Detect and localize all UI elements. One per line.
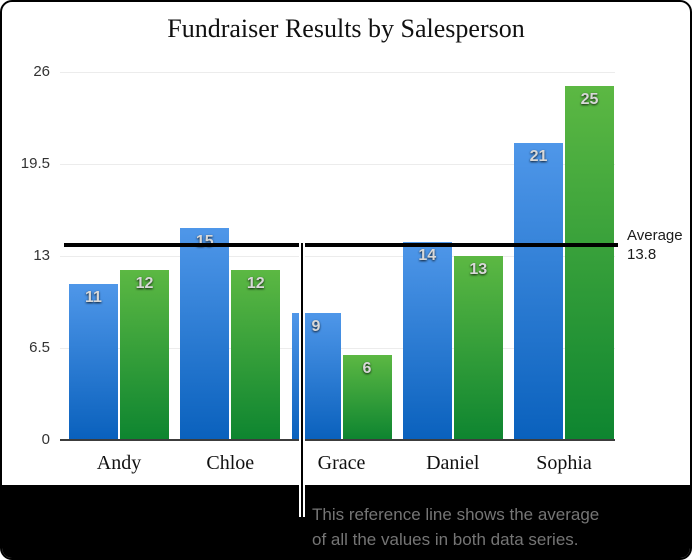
average-reference-line <box>64 242 618 247</box>
y-axis-tick-label: 0 <box>41 431 50 448</box>
bar-value-label: 25 <box>580 91 599 109</box>
x-axis-category-label-daniel: Daniel <box>426 452 480 474</box>
bar-value-label: 14 <box>418 246 437 264</box>
caption-panel: This reference line shows the average of… <box>2 485 690 558</box>
bar-value-label: 6 <box>362 360 372 378</box>
average-line-label-title: Average <box>627 227 683 244</box>
bar-series-2-green-andy: 12 <box>120 270 169 439</box>
callout-text-line2: of all the values in both data series. <box>312 530 579 549</box>
bar-series-1-blue-grace: 9 <box>291 312 341 439</box>
y-axis-tick-label: 6.5 <box>29 339 50 356</box>
bar-series-2-green-daniel: 13 <box>453 256 503 439</box>
bar-value-label: 21 <box>529 147 548 165</box>
y-axis-tick-label: 13 <box>33 247 50 264</box>
gridline-y-26 <box>60 72 615 73</box>
bar-series-1-blue-andy: 11 <box>69 284 118 439</box>
bar-value-label: 11 <box>85 289 102 307</box>
y-axis-tick-label: 19.5 <box>20 155 50 172</box>
average-line-label: Average 13.8 <box>627 226 683 264</box>
bar-series-2-green-grace: 6 <box>342 355 392 439</box>
gridline-y-19.5 <box>60 164 615 165</box>
callout-leader-line <box>301 243 303 517</box>
x-axis-category-label-chloe: Chloe <box>206 452 255 474</box>
x-axis-line <box>60 439 615 441</box>
bar-value-label: 13 <box>469 261 488 278</box>
bar-series-1-blue-sophia: 21 <box>514 142 563 439</box>
bar-value-label: 12 <box>246 275 265 293</box>
chart-title: Fundraiser Results by Salesperson <box>167 14 525 43</box>
callout-text-line1: This reference line shows the average <box>312 505 600 524</box>
bar-series-1-blue-chloe: 15 <box>180 227 230 439</box>
bar-series-1-blue-daniel: 14 <box>402 241 452 439</box>
y-axis-tick-label: 26 <box>33 63 50 80</box>
x-axis-category-label-grace: Grace <box>317 452 366 474</box>
gridline-y-13 <box>60 256 615 257</box>
bar-series-2-green-chloe: 12 <box>231 270 281 439</box>
bar-value-label: 9 <box>311 317 321 335</box>
bar-series-2-green-sophia: 25 <box>565 86 614 439</box>
bar-value-label: 12 <box>135 275 154 293</box>
x-axis-category-label-sophia: Sophia <box>536 452 592 474</box>
x-axis-category-label-andy: Andy <box>96 452 142 474</box>
average-line-label-value: 13.8 <box>627 246 657 263</box>
callout-text: This reference line shows the average of… <box>312 502 599 552</box>
